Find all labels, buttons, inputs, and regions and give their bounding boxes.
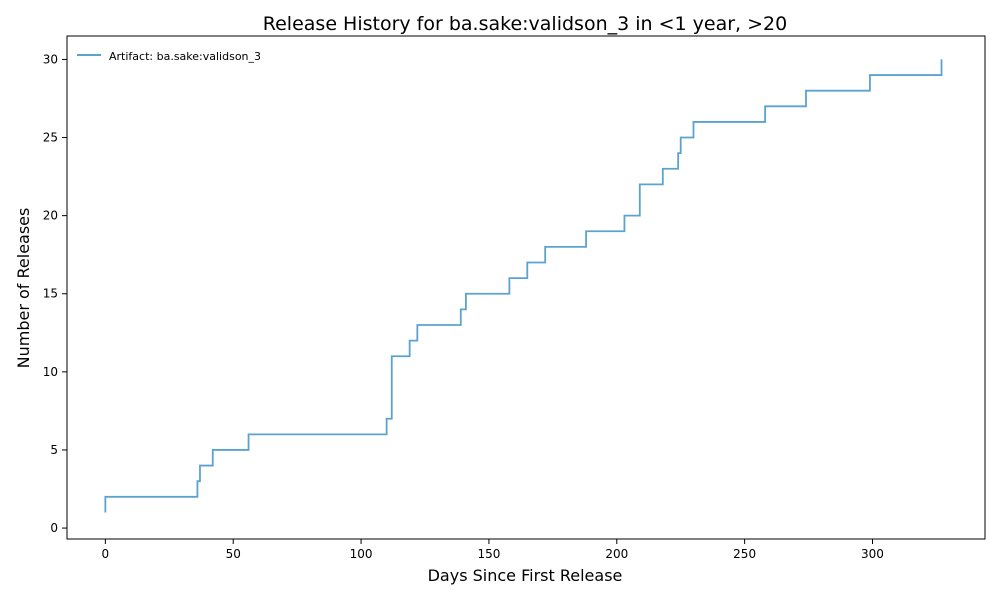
x-axis-ticks: 0 50 100 150 200 250 300 [102, 539, 884, 561]
y-tick-label: 25 [43, 131, 58, 145]
legend: Artifact: ba.sake:validson_3 [77, 50, 261, 63]
y-tick-label: 15 [43, 287, 58, 301]
chart-title: Release History for ba.sake:validson_3 i… [263, 13, 787, 35]
series-line [104, 59, 943, 513]
x-tick-label: 200 [605, 547, 628, 561]
y-axis-label: Number of Releases [14, 208, 33, 369]
y-axis-ticks: 0 5 10 15 20 25 30 [43, 52, 67, 535]
x-tick-label: 300 [861, 547, 884, 561]
x-tick-label: 100 [350, 547, 373, 561]
y-tick-label: 5 [50, 443, 58, 457]
x-tick-label: 0 [102, 547, 110, 561]
x-tick-label: 250 [733, 547, 756, 561]
x-tick-label: 50 [226, 547, 241, 561]
y-tick-label: 20 [43, 209, 58, 223]
y-tick-label: 10 [43, 365, 58, 379]
x-axis-label: Days Since First Release [428, 566, 623, 585]
plot-area [66, 35, 986, 540]
y-tick-label: 0 [50, 521, 58, 535]
x-tick-label: 150 [477, 547, 500, 561]
plot-frame [66, 35, 986, 540]
series-layer [104, 59, 943, 513]
y-tick-label: 30 [43, 52, 58, 66]
legend-entry-label: Artifact: ba.sake:validson_3 [109, 50, 261, 63]
